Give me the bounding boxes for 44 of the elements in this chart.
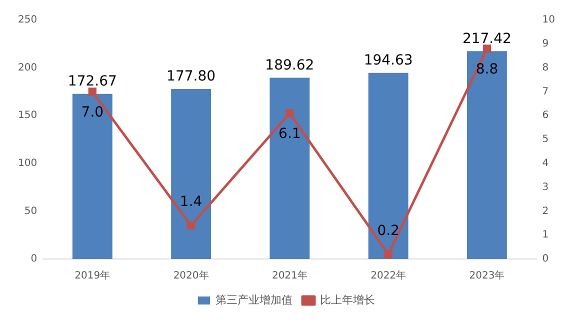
bar	[368, 72, 408, 259]
data-label: 177.80	[166, 68, 216, 85]
legend-label: 比上年增长	[320, 293, 375, 306]
data-label: 7.0	[81, 104, 104, 120]
bar	[270, 78, 310, 259]
point	[384, 250, 392, 258]
data-label: 6.1	[278, 126, 301, 142]
y2-tick-label: 1	[542, 230, 549, 241]
bar	[171, 89, 212, 259]
y2-tick-label: 2	[542, 206, 549, 217]
legend-label: 第三产业增加值	[216, 293, 292, 306]
y2-tick-label: 3	[542, 182, 549, 193]
data-label: 194.63	[364, 52, 413, 69]
y2-tick-label: 0	[542, 254, 549, 265]
bar	[466, 51, 507, 259]
bar	[72, 94, 112, 259]
y-tick-label: 100	[18, 158, 38, 169]
point	[186, 221, 196, 230]
y2-tick-label: 6	[542, 110, 549, 122]
data-label: 8.8	[476, 61, 498, 78]
data-label: 172.67	[68, 74, 117, 90]
y-tick-label: 150	[18, 110, 38, 122]
x-tick-label: 2022年	[370, 270, 406, 282]
point	[286, 109, 294, 118]
y-tick-label: 0	[30, 254, 38, 265]
y2-tick-label: 8	[542, 62, 549, 74]
data-label: 189.62	[265, 57, 314, 74]
x-tick-label: 2021年	[272, 270, 308, 282]
data-label: 1.4	[180, 194, 202, 210]
data-label: 0.2	[377, 222, 400, 239]
y2-tick-label: 4	[542, 158, 549, 169]
x-tick-label: 2019年	[74, 270, 110, 282]
point	[482, 44, 492, 53]
y-tick-label: 200	[18, 62, 38, 74]
point	[88, 88, 96, 96]
data-label: 217.42	[462, 30, 512, 47]
y2-tick-label: 9	[542, 38, 549, 50]
x-tick-label: 2023年	[469, 270, 505, 282]
y2-tick-label: 10	[542, 14, 556, 26]
y-tick-label: 250	[18, 14, 38, 26]
y-tick-label: 50	[24, 206, 38, 217]
x-tick-label: 2020年	[173, 270, 209, 282]
y2-tick-label: 7	[542, 86, 549, 98]
y2-tick-label: 5	[542, 134, 549, 146]
